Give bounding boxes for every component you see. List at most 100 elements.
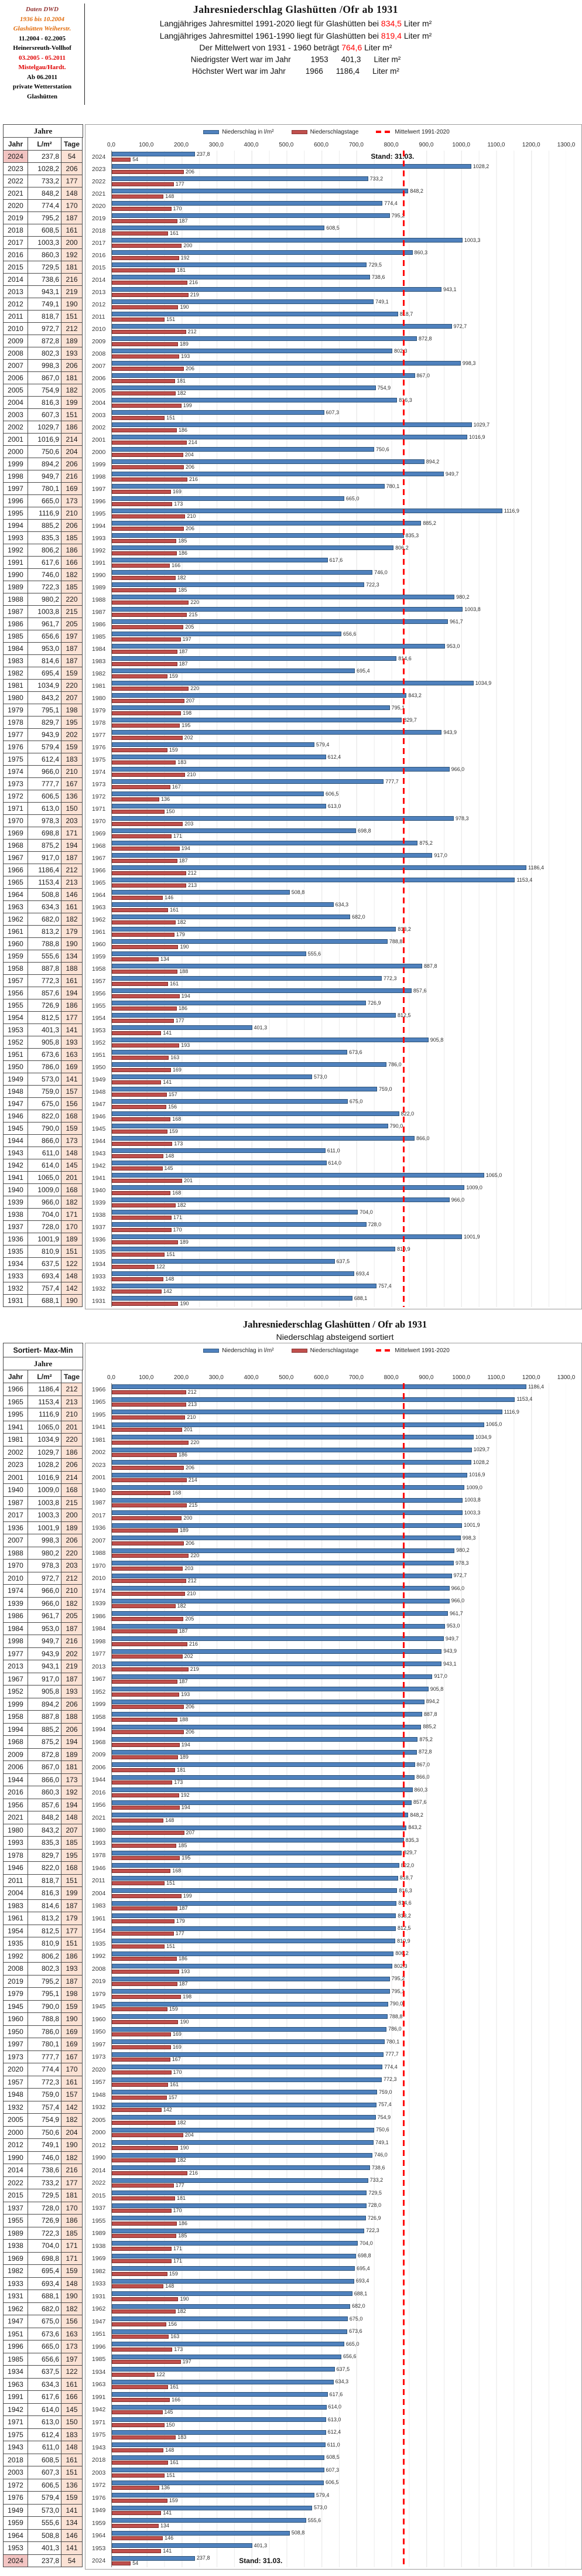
days-bar	[112, 465, 184, 469]
max-value-line: Höchster Wert war im Jahr 1966 1186,4 Liter…	[192, 66, 399, 76]
precip-value-cell: 816,3	[28, 1887, 61, 1900]
precip-bar	[112, 299, 374, 304]
table-row: 2017 1003,3 200	[4, 1509, 83, 1522]
precip-bar	[112, 1989, 390, 1994]
days-value-label: 171	[173, 2245, 183, 2251]
days-bar-line: 186	[112, 1452, 566, 1458]
year-cell: 2006	[4, 372, 28, 384]
table-row: 1936 1001,9 189	[4, 1233, 83, 1246]
days-cell: 151	[61, 311, 83, 323]
precip-bar	[112, 2178, 368, 2183]
year-axis-label: 2008	[92, 350, 106, 357]
precip-bar-line: 573,0	[112, 2505, 566, 2510]
days-bar	[112, 957, 159, 961]
days-bar-line: 169	[112, 2044, 566, 2050]
days-value-label: 200	[183, 242, 193, 248]
precip-bar	[112, 2505, 313, 2510]
precip-bar-line: 814,6	[112, 656, 566, 661]
year-axis-label: 1998	[92, 1637, 106, 1645]
days-value-label: 163	[170, 1054, 180, 1060]
year-axis-label: 1931	[92, 2292, 106, 2300]
days-bar	[112, 1031, 162, 1035]
days-bar	[112, 1415, 186, 1420]
precip-value-label: 1009,0	[466, 1484, 482, 1490]
chart-row: 746,0 182	[112, 569, 566, 581]
year-axis-label: 1975	[92, 756, 106, 763]
days-bar	[112, 1166, 163, 1171]
days-cell: 161	[61, 2378, 83, 2391]
days-cell: 142	[61, 2101, 83, 2114]
precip-bar-line: 614,0	[112, 1160, 566, 1166]
precip-value-label: 887,8	[423, 963, 437, 969]
table-row: 1943 611,0 148	[4, 1147, 83, 1159]
year-cell: 1978	[4, 716, 28, 729]
table-row: 2010 972,7 212	[4, 1572, 83, 1585]
year-axis-label: 2023	[92, 165, 106, 173]
precip-value-label: 972,7	[453, 323, 467, 329]
precip-value-label: 835,3	[405, 1837, 419, 1843]
year-cell: 1953	[4, 2542, 28, 2555]
precip-value-cell: 966,0	[28, 1196, 61, 1209]
days-bar	[112, 748, 167, 752]
days-bar-line: 182	[112, 2158, 566, 2163]
days-cell: 216	[61, 1635, 83, 1648]
days-bar	[112, 1604, 176, 1609]
days-bar	[112, 1818, 164, 1823]
days-bar	[112, 858, 177, 863]
precip-bar-line: 1003,8	[112, 606, 566, 612]
precip-bar	[112, 2442, 326, 2448]
table-row: 1939 966,0 182	[4, 1196, 83, 1209]
table-row: 1957 772,3 161	[4, 975, 83, 987]
precip-bar-line: 729,5	[112, 2190, 566, 2196]
year-cell: 1951	[4, 1049, 28, 1061]
days-value-label: 159	[169, 2497, 178, 2503]
days-cell: 142	[61, 1282, 83, 1295]
precip-bar	[112, 1586, 450, 1591]
days-cell: 190	[61, 938, 83, 950]
table-row: 1935 810,9 151	[4, 1937, 83, 1950]
year-cell: 2022	[4, 175, 28, 187]
precip-value-label: 961,7	[450, 618, 463, 625]
precip-value-label: 972,7	[453, 1572, 467, 1579]
axis-tick-label: 600,0	[314, 142, 329, 148]
chart-row: 786,0 169	[112, 2026, 566, 2039]
table-row: 1973 777,7 167	[4, 2050, 83, 2063]
precip-bar-line: 818,7	[112, 1875, 566, 1881]
precip-value-label: 726,9	[367, 2215, 381, 2221]
precip-bar	[112, 1913, 396, 1919]
precip-bar	[112, 2518, 306, 2523]
days-value-label: 203	[184, 1565, 194, 1571]
year-axis-label: 1965	[92, 879, 106, 886]
precip-bar-line: 1153,4	[112, 1397, 566, 1402]
precip-bar	[112, 1447, 472, 1452]
days-swatch-icon	[291, 1348, 307, 1353]
days-bar	[112, 600, 189, 605]
year-cell: 1958	[4, 963, 28, 975]
col-header-jahr: Jahr	[4, 1370, 28, 1383]
year-axis-label: 1940	[92, 1186, 106, 1194]
chart-row: 978,3 203	[112, 1560, 566, 1572]
precip-bar-line: 733,2	[112, 176, 566, 182]
precip-value-label: 905,8	[430, 1036, 444, 1043]
table-row: 1954 812,5 177	[4, 1925, 83, 1937]
precip-value-cell: 726,9	[28, 999, 61, 1012]
days-bar-line: 203	[112, 1565, 566, 1571]
days-cell: 193	[61, 1963, 83, 1975]
days-value-label: 212	[187, 1578, 197, 1584]
chart-row: 1034,9 220	[112, 680, 566, 692]
year-cell: 2003	[4, 409, 28, 421]
precip-value-label: 606,5	[326, 790, 339, 797]
days-cell: 193	[61, 1036, 83, 1049]
chart-row: 611,0 148	[112, 1147, 566, 1159]
precip-bar-line: 943,9	[112, 1649, 566, 1654]
days-cell: 206	[61, 1698, 83, 1711]
precip-bar	[112, 1025, 252, 1030]
days-cell: 181	[61, 372, 83, 384]
days-value-label: 161	[170, 2459, 179, 2466]
precip-bar	[112, 1838, 404, 1843]
chart-row: 843,2 207	[112, 1824, 566, 1837]
days-bar-line: 193	[112, 1691, 566, 1697]
precip-value-label: 1186,4	[528, 864, 545, 871]
precip-bar	[112, 1422, 484, 1427]
